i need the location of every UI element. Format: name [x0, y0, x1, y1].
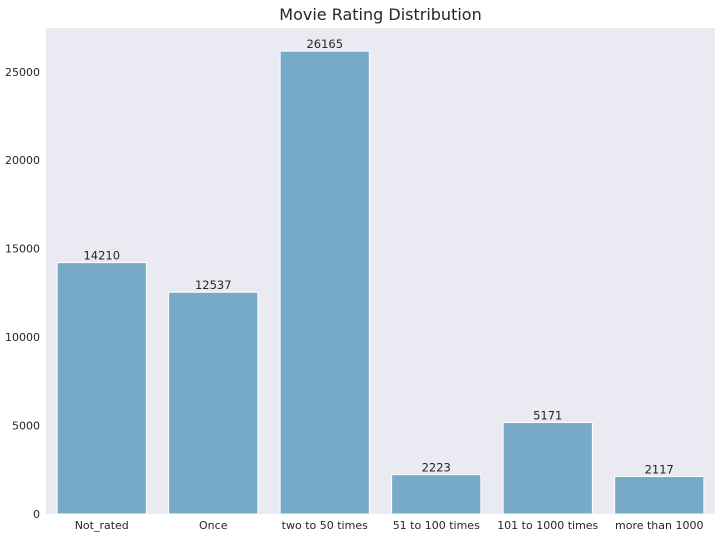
x-tick-label: 51 to 100 times — [393, 519, 480, 532]
x-axis: Not_rated Once two to 50 times 51 to 100 ti… — [75, 519, 704, 532]
x-tick-label: Not_rated — [75, 519, 129, 532]
bar-value-label: 2117 — [645, 463, 674, 477]
x-tick-label: two to 50 times — [282, 519, 368, 532]
x-tick-label: 101 to 1000 times — [497, 519, 598, 532]
bar-value-label: 12537 — [195, 278, 232, 292]
bar-value-label: 26165 — [306, 37, 343, 51]
data-labels: 14210 12537 26165 2223 5171 2117 — [83, 37, 673, 476]
bar — [502, 422, 593, 515]
y-tick-label: 0 — [33, 508, 40, 521]
bar — [279, 50, 370, 515]
y-tick-label: 5000 — [12, 420, 40, 433]
bar — [614, 476, 705, 515]
bar-value-label: 2223 — [422, 461, 451, 475]
y-axis: 0 5000 10000 15000 20000 25000 — [5, 66, 40, 521]
bars — [56, 50, 705, 515]
y-tick-label: 20000 — [5, 154, 40, 167]
chart-title: Movie Rating Distribution — [279, 5, 482, 24]
x-tick-label: Once — [199, 519, 228, 532]
y-tick-label: 15000 — [5, 243, 40, 256]
bar-value-label: 14210 — [83, 249, 120, 263]
y-tick-label: 10000 — [5, 331, 40, 344]
bar — [168, 291, 259, 515]
x-tick-label: more than 1000 — [615, 519, 703, 532]
y-tick-label: 25000 — [5, 66, 40, 79]
plot-area — [46, 28, 715, 514]
bar — [56, 262, 147, 515]
bar — [391, 474, 482, 515]
bar-value-label: 5171 — [533, 409, 562, 423]
